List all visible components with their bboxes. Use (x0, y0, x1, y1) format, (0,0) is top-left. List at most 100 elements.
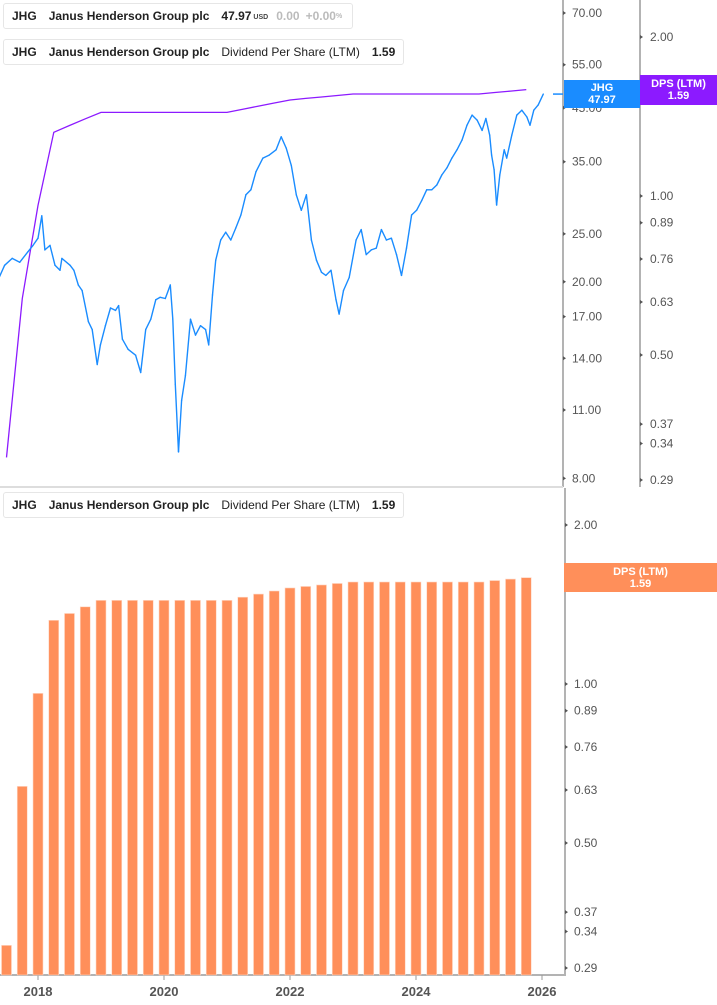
price-line-segment (320, 271, 327, 277)
price-line-segment (380, 228, 388, 241)
price-line-segment (69, 264, 75, 271)
legend-change: 0.00 (276, 9, 300, 23)
dps-bar (16, 786, 28, 976)
price-line-segment (285, 147, 292, 167)
price-tick-label: 17.00 (572, 310, 602, 324)
price-line-segment (214, 239, 222, 261)
legend-currency: USD (253, 13, 269, 21)
price-line-segment (506, 134, 513, 159)
legend-metric: Dividend Per Share (LTM) (221, 498, 360, 512)
dps-bar (442, 581, 453, 976)
dps-bottom-tick-label: 2.00 (574, 518, 598, 532)
legend-dps-top[interactable]: JHG Janus Henderson Group plc Dividend P… (3, 39, 404, 65)
price-line-segment (81, 289, 90, 323)
price-line-segment (164, 284, 172, 300)
dps-bottom-tick-mark (565, 929, 568, 934)
dps-tick-label: 0.37 (650, 417, 674, 431)
price-line-segment (224, 231, 232, 241)
price-line-segment (526, 116, 531, 126)
price-line-segment (207, 294, 214, 346)
price-tick-label: 35.00 (572, 155, 602, 169)
price-line-segment (415, 199, 423, 212)
price-tick-label: 20.00 (572, 275, 602, 289)
price-line-segment (189, 318, 197, 336)
dps-tick-label: 0.89 (650, 216, 674, 230)
price-tick-label: 55.00 (572, 58, 602, 72)
price-line-segment (262, 154, 270, 159)
dps-bar (268, 590, 280, 976)
price-line-segment (410, 209, 418, 216)
price-line-segment (310, 239, 318, 261)
legend-ticker: JHG (12, 45, 37, 59)
dps-bottom-tick-label: 0.37 (574, 905, 598, 919)
dps-bottom-tick-mark (565, 910, 568, 915)
dps-bar (316, 584, 327, 976)
price-line-segment (490, 154, 495, 171)
price-line-segment (471, 114, 478, 121)
legend-metric: Dividend Per Share (LTM) (221, 45, 360, 59)
price-line-segment (481, 117, 487, 132)
price-line-segment (476, 119, 483, 132)
price-line-segment (300, 194, 308, 212)
price-line-segment (59, 257, 63, 271)
dps-bar (32, 693, 44, 976)
dps-tick-mark (640, 441, 643, 446)
price-line-segment (375, 228, 383, 249)
price-line-segment (44, 244, 51, 251)
price-line-segment (159, 296, 167, 300)
price-line-segment (268, 149, 277, 156)
price-line-segment (250, 170, 257, 191)
price-line-segment (342, 276, 350, 292)
dps-tick-mark (640, 220, 643, 225)
price-line-segment (390, 237, 398, 256)
dps-bottom-tick-label: 0.50 (574, 836, 598, 850)
price-line-segment (421, 189, 428, 202)
price-line-segment (325, 269, 332, 277)
price-line-segment (529, 109, 535, 126)
price-line-segment (199, 325, 207, 331)
price-line-segment (121, 338, 129, 350)
dps-bar (284, 587, 296, 976)
dps-tick-label: 0.63 (650, 295, 674, 309)
price-line-segment (335, 299, 340, 315)
price-line-segment (537, 93, 544, 106)
price-tick-label: 8.00 (572, 471, 596, 485)
price-line-segment (54, 264, 61, 271)
price-line-segment (338, 289, 345, 315)
tag-value: 1.59 (629, 577, 652, 590)
legend-pct-sign: % (335, 12, 343, 20)
price-tick-mark (563, 408, 566, 413)
dps-tick-label: 1.00 (650, 189, 674, 203)
price-line-segment (150, 299, 157, 320)
dps-tick-label: 2.00 (650, 30, 674, 44)
price-line-segment (194, 325, 202, 336)
price-line-segment (73, 269, 80, 286)
price-tick-mark (563, 159, 566, 164)
dps-bar (221, 600, 233, 976)
tag-label: DPS (LTM) (613, 565, 668, 578)
legend-price-value: 47.97 (221, 9, 252, 23)
price-line-segment (431, 184, 438, 191)
dps-bottom-axis-tag: DPS (LTM) 1.59 (564, 563, 717, 592)
price-tick-mark (563, 356, 566, 361)
dps-bottom-tick-label: 0.63 (574, 783, 598, 797)
price-line-segment (204, 328, 210, 346)
price-line-segment (87, 321, 93, 331)
price-line-segment (330, 269, 337, 301)
dps-bar (237, 596, 249, 976)
price-line-segment (348, 239, 357, 279)
tag-label: DPS (LTM) (651, 78, 706, 90)
x-tick-label: 2024 (402, 984, 432, 999)
price-line-segment (99, 325, 107, 346)
price-line-segment (109, 307, 117, 312)
price-line-segment (77, 284, 83, 292)
price-tick-label: 25.00 (572, 227, 602, 241)
price-line-segment (184, 318, 192, 377)
dps-bar (205, 600, 217, 976)
legend-dps-bottom[interactable]: JHG Janus Henderson Group plc Dividend P… (3, 492, 404, 518)
price-line-segment (255, 157, 264, 173)
price-line-segment (19, 251, 29, 263)
legend-price[interactable]: JHG Janus Henderson Group plc 47.97 USD … (3, 3, 353, 29)
price-line-segment (174, 383, 180, 453)
price-tick-mark (563, 62, 566, 67)
